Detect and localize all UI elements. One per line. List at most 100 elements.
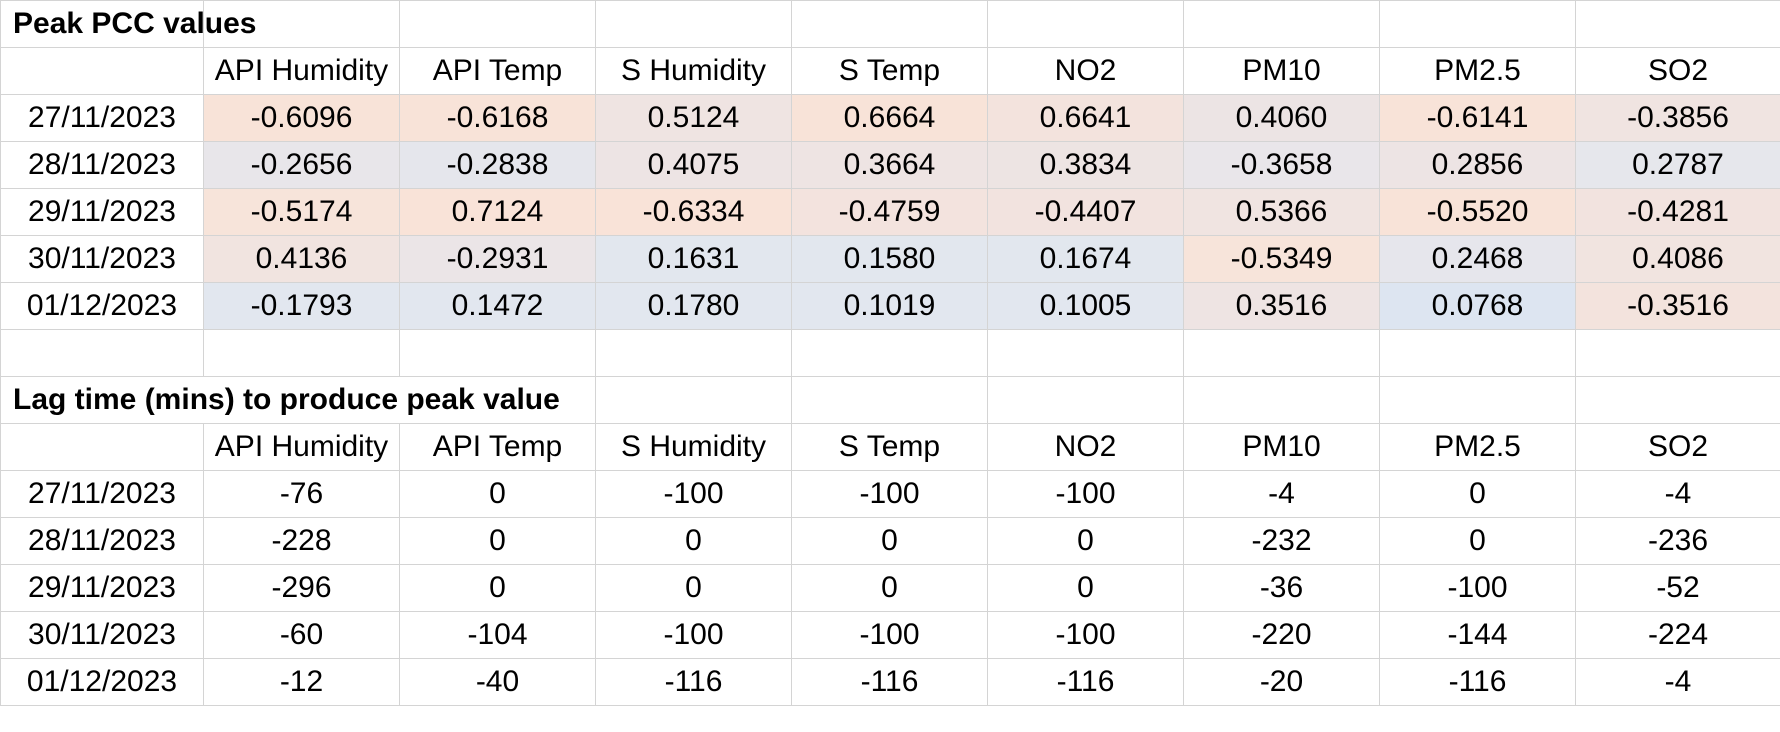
- empty-cell[interactable]: [1183, 0, 1380, 48]
- lag-value-cell[interactable]: -20: [1183, 658, 1380, 706]
- empty-cell[interactable]: [791, 376, 988, 424]
- empty-cell[interactable]: [791, 0, 988, 48]
- pcc-value-cell[interactable]: 0.4060: [1183, 94, 1380, 142]
- lag-header-cell[interactable]: SO2: [1575, 423, 1780, 471]
- pcc-value-cell[interactable]: -0.6096: [203, 94, 400, 142]
- lag-value-cell[interactable]: 0: [399, 564, 596, 612]
- pcc-value-cell[interactable]: 0.3664: [791, 141, 988, 189]
- lag-value-cell[interactable]: -100: [595, 470, 792, 518]
- empty-cell[interactable]: [1183, 329, 1380, 377]
- lag-value-cell[interactable]: -40: [399, 658, 596, 706]
- lag-value-cell[interactable]: -100: [1379, 564, 1576, 612]
- empty-cell[interactable]: [1379, 329, 1576, 377]
- lag-value-cell[interactable]: -60: [203, 611, 400, 659]
- pcc-value-cell[interactable]: 0.4075: [595, 141, 792, 189]
- pcc-value-cell[interactable]: 0.2787: [1575, 141, 1780, 189]
- lag-header-cell[interactable]: PM10: [1183, 423, 1380, 471]
- lag-date-cell[interactable]: 28/11/2023: [0, 517, 204, 565]
- pcc-header-cell[interactable]: PM2.5: [1379, 47, 1576, 95]
- lag-header-cell[interactable]: API Humidity: [203, 423, 400, 471]
- pcc-value-cell[interactable]: 0.3516: [1183, 282, 1380, 330]
- pcc-value-cell[interactable]: -0.6141: [1379, 94, 1576, 142]
- empty-cell[interactable]: [1183, 376, 1380, 424]
- lag-value-cell[interactable]: -100: [791, 470, 988, 518]
- empty-cell[interactable]: [0, 47, 204, 95]
- lag-value-cell[interactable]: 0: [1379, 517, 1576, 565]
- pcc-date-cell[interactable]: 28/11/2023: [0, 141, 204, 189]
- pcc-date-cell[interactable]: 01/12/2023: [0, 282, 204, 330]
- lag-value-cell[interactable]: 0: [399, 517, 596, 565]
- pcc-header-cell[interactable]: NO2: [987, 47, 1184, 95]
- lag-value-cell[interactable]: -100: [595, 611, 792, 659]
- lag-value-cell[interactable]: -232: [1183, 517, 1380, 565]
- pcc-header-cell[interactable]: PM10: [1183, 47, 1380, 95]
- lag-value-cell[interactable]: 0: [791, 517, 988, 565]
- pcc-header-cell[interactable]: API Humidity: [203, 47, 400, 95]
- pcc-value-cell[interactable]: -0.4281: [1575, 188, 1780, 236]
- empty-cell[interactable]: [791, 329, 988, 377]
- lag-value-cell[interactable]: -116: [987, 658, 1184, 706]
- pcc-value-cell[interactable]: 0.5366: [1183, 188, 1380, 236]
- pcc-value-cell[interactable]: 0.1780: [595, 282, 792, 330]
- lag-value-cell[interactable]: 0: [399, 470, 596, 518]
- lag-date-cell[interactable]: 01/12/2023: [0, 658, 204, 706]
- lag-value-cell[interactable]: -4: [1575, 470, 1780, 518]
- lag-value-cell[interactable]: -100: [987, 470, 1184, 518]
- lag-value-cell[interactable]: -220: [1183, 611, 1380, 659]
- pcc-value-cell[interactable]: -0.4407: [987, 188, 1184, 236]
- empty-cell[interactable]: [987, 329, 1184, 377]
- lag-value-cell[interactable]: -52: [1575, 564, 1780, 612]
- lag-value-cell[interactable]: 0: [987, 564, 1184, 612]
- empty-cell[interactable]: [1575, 376, 1780, 424]
- lag-date-cell[interactable]: 30/11/2023: [0, 611, 204, 659]
- pcc-value-cell[interactable]: -0.2656: [203, 141, 400, 189]
- pcc-value-cell[interactable]: -0.6334: [595, 188, 792, 236]
- lag-value-cell[interactable]: 0: [595, 517, 792, 565]
- lag-value-cell[interactable]: -12: [203, 658, 400, 706]
- empty-cell[interactable]: [0, 423, 204, 471]
- empty-cell[interactable]: [1575, 0, 1780, 48]
- empty-cell[interactable]: [595, 329, 792, 377]
- pcc-value-cell[interactable]: -0.5174: [203, 188, 400, 236]
- empty-cell[interactable]: [595, 376, 792, 424]
- lag-value-cell[interactable]: -4: [1575, 658, 1780, 706]
- empty-cell[interactable]: [399, 0, 596, 48]
- lag-header-cell[interactable]: S Humidity: [595, 423, 792, 471]
- lag-value-cell[interactable]: -224: [1575, 611, 1780, 659]
- pcc-value-cell[interactable]: 0.6641: [987, 94, 1184, 142]
- lag-value-cell[interactable]: -296: [203, 564, 400, 612]
- pcc-date-cell[interactable]: 30/11/2023: [0, 235, 204, 283]
- pcc-header-cell[interactable]: SO2: [1575, 47, 1780, 95]
- lag-value-cell[interactable]: -144: [1379, 611, 1576, 659]
- empty-cell[interactable]: [595, 0, 792, 48]
- pcc-header-cell[interactable]: S Temp: [791, 47, 988, 95]
- lag-header-cell[interactable]: API Temp: [399, 423, 596, 471]
- pcc-value-cell[interactable]: 0.5124: [595, 94, 792, 142]
- pcc-value-cell[interactable]: 0.1674: [987, 235, 1184, 283]
- lag-header-cell[interactable]: PM2.5: [1379, 423, 1576, 471]
- pcc-value-cell[interactable]: 0.1472: [399, 282, 596, 330]
- pcc-value-cell[interactable]: 0.4136: [203, 235, 400, 283]
- lag-value-cell[interactable]: -116: [595, 658, 792, 706]
- pcc-value-cell[interactable]: 0.1019: [791, 282, 988, 330]
- pcc-value-cell[interactable]: 0.1580: [791, 235, 988, 283]
- empty-cell[interactable]: [0, 329, 204, 377]
- lag-value-cell[interactable]: 0: [791, 564, 988, 612]
- lag-date-cell[interactable]: 27/11/2023: [0, 470, 204, 518]
- empty-cell[interactable]: [1379, 0, 1576, 48]
- pcc-value-cell[interactable]: 0.1005: [987, 282, 1184, 330]
- lag-value-cell[interactable]: 0: [1379, 470, 1576, 518]
- pcc-value-cell[interactable]: 0.2468: [1379, 235, 1576, 283]
- pcc-value-cell[interactable]: -0.6168: [399, 94, 596, 142]
- pcc-value-cell[interactable]: -0.3516: [1575, 282, 1780, 330]
- pcc-value-cell[interactable]: -0.1793: [203, 282, 400, 330]
- empty-cell[interactable]: [1379, 376, 1576, 424]
- lag-date-cell[interactable]: 29/11/2023: [0, 564, 204, 612]
- pcc-value-cell[interactable]: 0.4086: [1575, 235, 1780, 283]
- pcc-section-title[interactable]: Peak PCC values: [0, 0, 256, 48]
- lag-value-cell[interactable]: -4: [1183, 470, 1380, 518]
- pcc-value-cell[interactable]: 0.3834: [987, 141, 1184, 189]
- lag-value-cell[interactable]: -228: [203, 517, 400, 565]
- pcc-value-cell[interactable]: 0.0768: [1379, 282, 1576, 330]
- empty-cell[interactable]: [987, 0, 1184, 48]
